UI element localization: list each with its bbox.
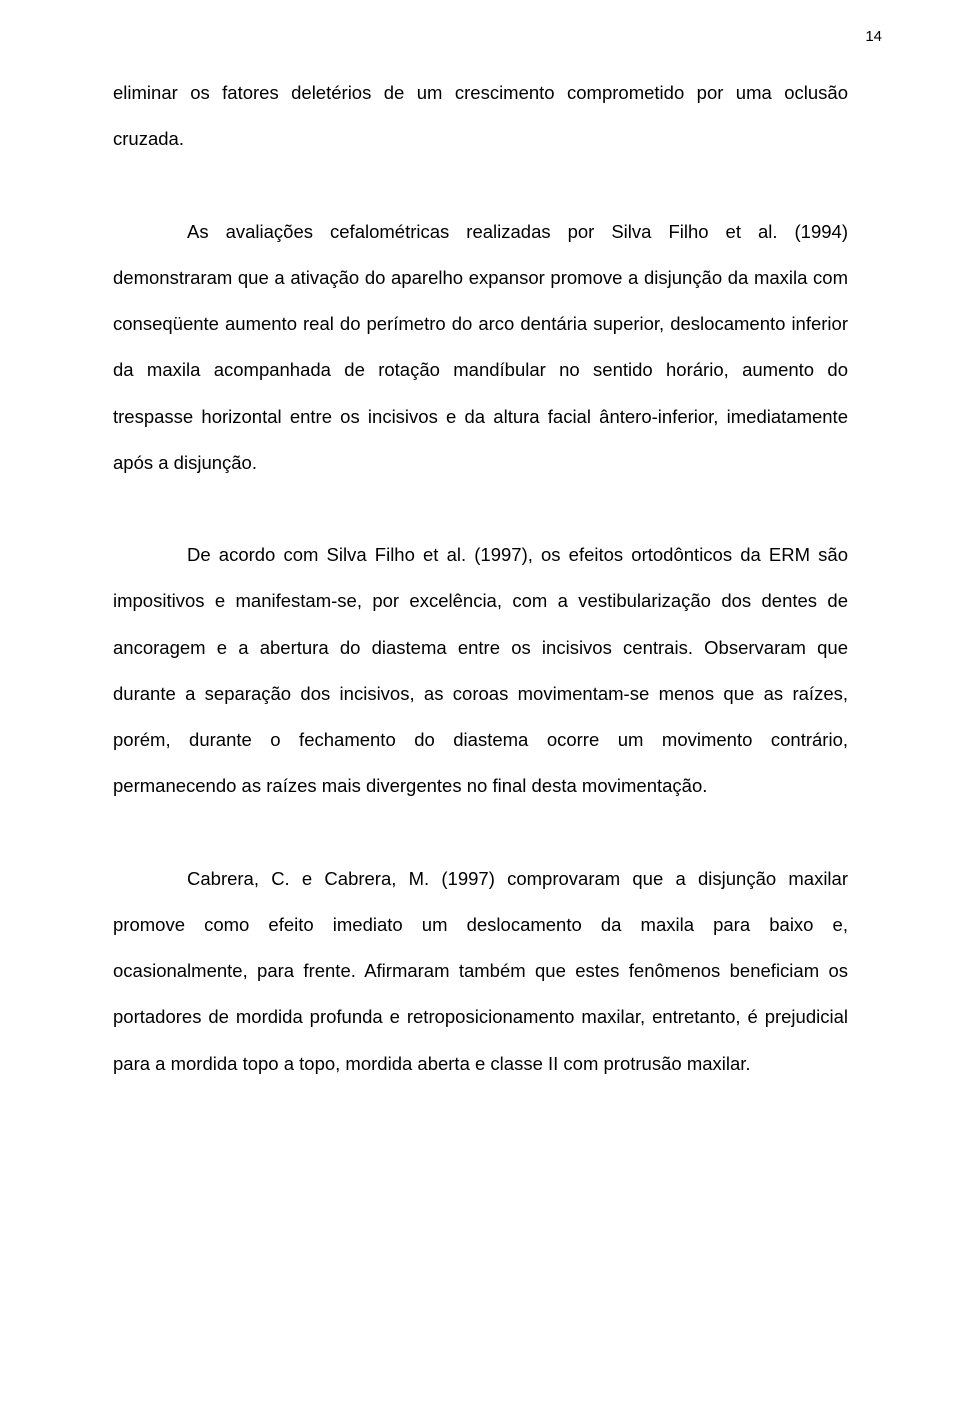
paragraph-4: Cabrera, C. e Cabrera, M. (1997) comprov…	[113, 856, 848, 1087]
paragraph-3-text: De acordo com Silva Filho et al. (1997),…	[113, 544, 848, 796]
paragraph-4-text: Cabrera, C. e Cabrera, M. (1997) comprov…	[113, 868, 848, 1074]
paragraph-3: De acordo com Silva Filho et al. (1997),…	[113, 532, 848, 810]
paragraph-1: eliminar os fatores deletérios de um cre…	[113, 70, 848, 163]
page-number: 14	[865, 28, 882, 45]
document-content: eliminar os fatores deletérios de um cre…	[113, 70, 848, 1087]
paragraph-2: As avaliações cefalométricas realizadas …	[113, 209, 848, 487]
paragraph-2-text: As avaliações cefalométricas realizadas …	[113, 221, 848, 473]
paragraph-1-text: eliminar os fatores deletérios de um cre…	[113, 82, 848, 149]
